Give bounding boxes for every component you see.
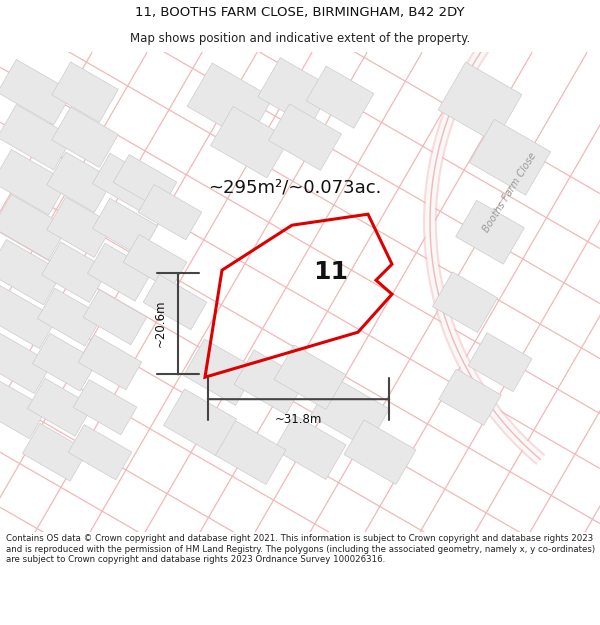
Polygon shape (164, 389, 236, 456)
Polygon shape (187, 63, 273, 141)
Polygon shape (41, 242, 109, 302)
Polygon shape (113, 154, 177, 210)
Text: ~20.6m: ~20.6m (154, 300, 167, 348)
Text: ~295m²/~0.073ac.: ~295m²/~0.073ac. (208, 178, 382, 196)
Polygon shape (0, 286, 57, 349)
Polygon shape (88, 243, 152, 301)
Polygon shape (32, 333, 98, 391)
Text: 11, BOOTHS FARM CLOSE, BIRMINGHAM, B42 2DY: 11, BOOTHS FARM CLOSE, BIRMINGHAM, B42 2… (135, 6, 465, 19)
Polygon shape (22, 423, 88, 481)
Polygon shape (83, 289, 147, 345)
Polygon shape (214, 420, 286, 484)
Polygon shape (47, 152, 113, 213)
Text: ~31.8m: ~31.8m (275, 412, 322, 426)
Text: Contains OS data © Crown copyright and database right 2021. This information is : Contains OS data © Crown copyright and d… (6, 534, 595, 564)
Polygon shape (37, 288, 103, 346)
Polygon shape (439, 369, 501, 426)
Polygon shape (68, 424, 132, 480)
Polygon shape (123, 234, 187, 290)
Polygon shape (143, 274, 207, 330)
Polygon shape (234, 350, 306, 414)
Polygon shape (0, 149, 68, 215)
Polygon shape (274, 345, 346, 409)
Polygon shape (269, 104, 341, 171)
Polygon shape (52, 62, 118, 122)
Text: 11: 11 (313, 260, 348, 284)
Polygon shape (0, 194, 68, 260)
Polygon shape (468, 332, 532, 392)
Polygon shape (184, 339, 256, 406)
Polygon shape (0, 239, 62, 305)
Polygon shape (258, 58, 332, 127)
Polygon shape (28, 378, 92, 436)
Polygon shape (0, 59, 73, 125)
Polygon shape (469, 119, 551, 195)
Polygon shape (0, 331, 52, 394)
Polygon shape (433, 272, 497, 332)
Polygon shape (0, 376, 47, 439)
Polygon shape (306, 66, 374, 128)
Polygon shape (344, 420, 416, 484)
Text: Booths Farm Close: Booths Farm Close (481, 151, 539, 234)
Text: Map shows position and indicative extent of the property.: Map shows position and indicative extent… (130, 32, 470, 45)
Polygon shape (52, 107, 118, 168)
Polygon shape (311, 376, 389, 448)
Polygon shape (274, 415, 346, 479)
Polygon shape (73, 379, 137, 435)
Polygon shape (78, 334, 142, 390)
Polygon shape (211, 106, 289, 178)
Polygon shape (455, 200, 524, 264)
Polygon shape (47, 197, 113, 258)
Polygon shape (0, 104, 73, 170)
Polygon shape (92, 153, 158, 211)
Polygon shape (92, 198, 158, 256)
Polygon shape (438, 62, 522, 142)
Polygon shape (138, 184, 202, 240)
